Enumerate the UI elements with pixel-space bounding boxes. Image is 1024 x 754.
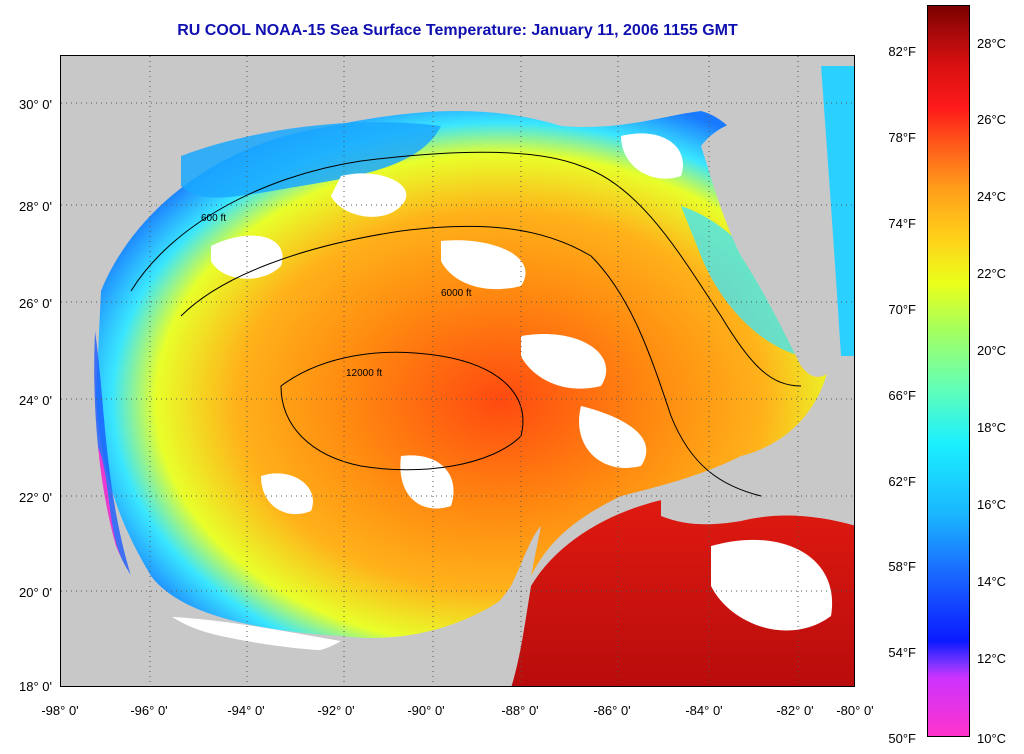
celsius-label-14: 14°C xyxy=(977,574,1007,589)
temperature-colorbar xyxy=(927,5,970,737)
land-us-gulf-coast xyxy=(61,56,854,316)
celsius-label-20: 20°C xyxy=(977,343,1007,358)
lat-label-22: 22° 0' xyxy=(19,490,52,505)
fahrenheit-label-82: 82°F xyxy=(888,44,916,59)
lon-label-80: -80° 0' xyxy=(836,703,874,718)
sst-map-canvas: 600 ft 6000 ft 12000 ft xyxy=(61,56,854,686)
fahrenheit-label-66: 66°F xyxy=(888,388,916,403)
cloud-6 xyxy=(400,455,454,509)
lat-label-18: 18° 0' xyxy=(19,679,52,694)
lat-label-26: 26° 0' xyxy=(19,296,52,311)
contour-label-6000: 6000 ft xyxy=(441,288,472,299)
lon-label-98: -98° 0' xyxy=(41,703,79,718)
fahrenheit-label-74: 74°F xyxy=(888,216,916,231)
celsius-label-26: 26°C xyxy=(977,112,1007,127)
cloud-5 xyxy=(579,406,647,468)
land-mexico xyxy=(61,316,541,686)
fahrenheit-label-62: 62°F xyxy=(888,474,916,489)
lon-label-88: -88° 0' xyxy=(501,703,539,718)
lon-label-92: -92° 0' xyxy=(317,703,355,718)
contour-12000ft xyxy=(280,351,524,471)
cloud-1 xyxy=(331,173,407,217)
cloud-8 xyxy=(711,539,833,631)
lon-label-90: -90° 0' xyxy=(407,703,445,718)
celsius-label-10: 10°C xyxy=(977,731,1007,746)
shelf-cool-north xyxy=(181,122,441,198)
celsius-label-24: 24°C xyxy=(977,189,1007,204)
celsius-label-22: 22°C xyxy=(977,266,1007,281)
celsius-label-12: 12°C xyxy=(977,651,1007,666)
lon-label-94: -94° 0' xyxy=(227,703,265,718)
cloud-7 xyxy=(621,133,683,179)
cloud-4 xyxy=(521,334,607,389)
celsius-label-18: 18°C xyxy=(977,420,1007,435)
land-florida xyxy=(701,66,841,377)
contour-label-12000: 12000 ft xyxy=(346,368,382,379)
contour-6000ft xyxy=(180,225,762,497)
sst-map: 600 ft 6000 ft 12000 ft xyxy=(60,55,855,687)
fahrenheit-label-54: 54°F xyxy=(888,645,916,660)
cloud-3 xyxy=(441,240,526,290)
atlantic-water xyxy=(821,66,854,356)
lon-label-86: -86° 0' xyxy=(593,703,631,718)
contour-600ft xyxy=(130,151,802,387)
contour-label-600: 600 ft xyxy=(201,213,226,224)
lon-label-96: -96° 0' xyxy=(130,703,168,718)
graticule xyxy=(61,56,854,686)
cloud-2 xyxy=(211,235,283,279)
lat-label-24: 24° 0' xyxy=(19,393,52,408)
lat-label-28: 28° 0' xyxy=(19,199,52,214)
fahrenheit-label-70: 70°F xyxy=(888,302,916,317)
fahrenheit-label-50: 50°F xyxy=(888,731,916,746)
lon-label-82: -82° 0' xyxy=(776,703,814,718)
lat-label-30: 30° 0' xyxy=(19,97,52,112)
celsius-label-28: 28°C xyxy=(977,36,1007,51)
cloud-10 xyxy=(261,473,313,515)
florida-shelf-cool xyxy=(681,206,801,356)
fahrenheit-label-78: 78°F xyxy=(888,130,916,145)
lat-label-20: 20° 0' xyxy=(19,585,52,600)
fahrenheit-label-58: 58°F xyxy=(888,559,916,574)
map-title: RU COOL NOAA-15 Sea Surface Temperature:… xyxy=(177,22,738,39)
lon-label-84: -84° 0' xyxy=(685,703,723,718)
celsius-label-16: 16°C xyxy=(977,497,1007,512)
